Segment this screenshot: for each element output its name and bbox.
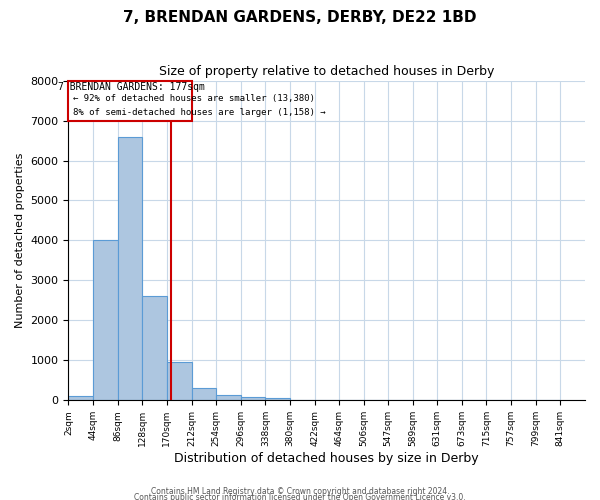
Text: 7 BRENDAN GARDENS: 177sqm: 7 BRENDAN GARDENS: 177sqm — [58, 82, 205, 92]
Text: Contains public sector information licensed under the Open Government Licence v3: Contains public sector information licen… — [134, 492, 466, 500]
Text: 7, BRENDAN GARDENS, DERBY, DE22 1BD: 7, BRENDAN GARDENS, DERBY, DE22 1BD — [123, 10, 477, 25]
Title: Size of property relative to detached houses in Derby: Size of property relative to detached ho… — [159, 65, 494, 78]
Bar — [68, 396, 93, 400]
Bar — [142, 296, 167, 401]
Bar — [191, 388, 216, 400]
Text: Contains HM Land Registry data © Crown copyright and database right 2024.: Contains HM Land Registry data © Crown c… — [151, 486, 449, 496]
Bar — [216, 395, 241, 400]
Text: ← 92% of detached houses are smaller (13,380): ← 92% of detached houses are smaller (13… — [73, 94, 315, 102]
Bar — [241, 397, 265, 400]
Bar — [93, 240, 118, 400]
Y-axis label: Number of detached properties: Number of detached properties — [15, 153, 25, 328]
X-axis label: Distribution of detached houses by size in Derby: Distribution of detached houses by size … — [175, 452, 479, 465]
FancyBboxPatch shape — [68, 80, 191, 120]
Text: 8% of semi-detached houses are larger (1,158) →: 8% of semi-detached houses are larger (1… — [73, 108, 326, 117]
Bar — [118, 136, 142, 400]
Bar — [265, 398, 290, 400]
Bar — [167, 362, 191, 401]
